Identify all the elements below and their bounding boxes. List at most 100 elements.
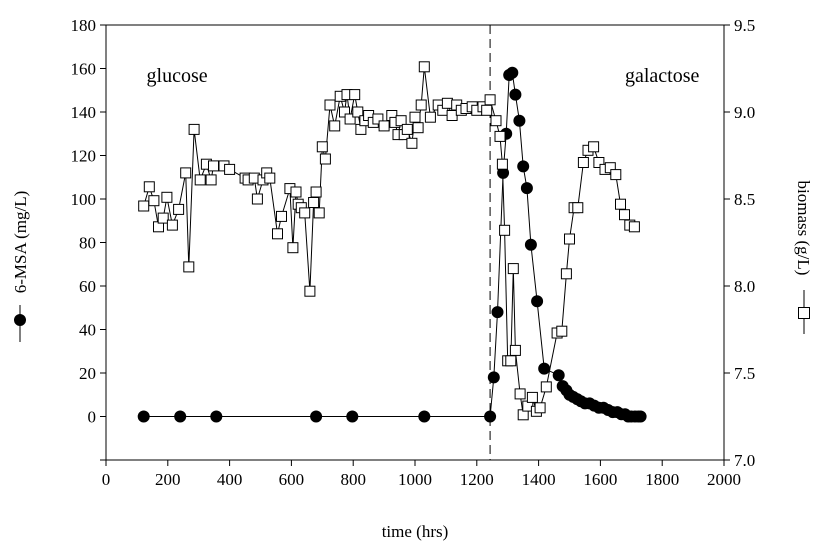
x-tick-label: 200 bbox=[155, 470, 181, 489]
msa-point bbox=[506, 66, 519, 79]
y2-tick-label: 9.5 bbox=[734, 16, 755, 35]
y-tick-label: 180 bbox=[71, 16, 97, 35]
biomass-point bbox=[166, 219, 178, 231]
biomass-point bbox=[329, 120, 341, 132]
biomass-point bbox=[564, 233, 575, 245]
msa-point bbox=[484, 410, 497, 423]
x-tick-label: 800 bbox=[340, 470, 366, 489]
biomass-point bbox=[344, 113, 356, 125]
biomass-point bbox=[409, 111, 421, 123]
biomass-point bbox=[299, 207, 311, 219]
y2-axis-title: biomass (g/L) bbox=[794, 181, 813, 276]
biomass-point bbox=[496, 158, 508, 170]
msa-point bbox=[491, 306, 504, 319]
biomass-point bbox=[138, 200, 150, 212]
biomass-point bbox=[484, 94, 496, 106]
biomass-point bbox=[372, 113, 384, 125]
biomass-point bbox=[490, 115, 502, 127]
biomass-point bbox=[526, 391, 538, 403]
y-axis-legend-marker bbox=[14, 314, 26, 326]
plot-frame bbox=[105, 24, 725, 461]
biomass-point bbox=[173, 203, 185, 215]
biomass-point bbox=[276, 210, 287, 222]
biomass-point bbox=[481, 104, 493, 116]
msa-point bbox=[517, 160, 530, 173]
biomass-point bbox=[424, 111, 436, 123]
biomass-point bbox=[208, 160, 219, 172]
msa-point bbox=[418, 410, 431, 423]
biomass-point bbox=[205, 174, 217, 186]
biomass-point bbox=[324, 99, 336, 111]
y2-tick-label: 7.0 bbox=[734, 451, 755, 470]
biomass-point bbox=[287, 242, 299, 254]
biomass-point bbox=[251, 193, 263, 205]
x-tick-label: 1200 bbox=[460, 470, 494, 489]
biomass-point bbox=[494, 130, 506, 142]
msa-point bbox=[552, 369, 565, 382]
y-tick-label: 20 bbox=[79, 364, 96, 383]
biomass-point bbox=[412, 122, 424, 134]
y-axis-title-group: 6-MSA (mg/L) bbox=[11, 191, 30, 342]
biomass-point bbox=[339, 106, 350, 118]
y-tick-label: 80 bbox=[79, 234, 96, 253]
msa-point bbox=[310, 410, 323, 423]
biomass-point bbox=[194, 174, 206, 186]
y2-tick-label: 8.5 bbox=[734, 190, 755, 209]
msa-point bbox=[538, 362, 551, 375]
biomass-series bbox=[138, 61, 640, 421]
x-axis-title: time (hrs) bbox=[382, 522, 449, 541]
x-tick-label: 2000 bbox=[707, 470, 741, 489]
y2-tick-label: 8.0 bbox=[734, 277, 755, 296]
biomass-point bbox=[505, 355, 517, 367]
biomass-point bbox=[401, 123, 413, 135]
biomass-point bbox=[509, 344, 521, 356]
biomass-point bbox=[272, 228, 283, 240]
y-tick-label: 120 bbox=[71, 147, 97, 166]
biomass-point bbox=[507, 263, 519, 275]
msa-point bbox=[513, 114, 526, 127]
biomass-point bbox=[593, 157, 605, 168]
msa-point bbox=[210, 410, 223, 423]
msa-point bbox=[520, 182, 533, 195]
biomass-point bbox=[446, 110, 458, 121]
biomass-point bbox=[313, 207, 325, 219]
annotation-galactose: galactose bbox=[625, 65, 700, 87]
y-tick-label: 160 bbox=[71, 60, 97, 79]
biomass-point bbox=[514, 388, 526, 400]
x-tick-label: 1400 bbox=[522, 470, 556, 489]
biomass-point bbox=[180, 167, 192, 179]
biomass-point bbox=[148, 195, 160, 207]
y-ticks: 0 20 40 60 80 100 120 140 160 180 bbox=[71, 16, 106, 461]
biomass-point bbox=[577, 157, 589, 168]
x-tick-label: 1800 bbox=[645, 470, 679, 489]
y2-axis-legend-marker bbox=[798, 307, 810, 319]
msa-point bbox=[487, 371, 500, 384]
biomass-point bbox=[556, 325, 568, 337]
biomass-point bbox=[224, 163, 236, 175]
biomass-point bbox=[304, 285, 316, 297]
biomass-point bbox=[572, 202, 584, 214]
biomass-point bbox=[560, 268, 572, 280]
x-tick-label: 1600 bbox=[583, 470, 617, 489]
series-layer bbox=[137, 61, 647, 423]
y-tick-label: 40 bbox=[79, 321, 96, 340]
biomass-point bbox=[161, 191, 173, 203]
biomass-point bbox=[290, 186, 302, 198]
biomass-point bbox=[157, 212, 169, 224]
biomass-point bbox=[441, 97, 453, 109]
biomass-point bbox=[534, 402, 546, 414]
x-tick-label: 600 bbox=[279, 470, 305, 489]
x-tick-label: 1000 bbox=[398, 470, 432, 489]
y2-axis-title-group: biomass (g/L) bbox=[794, 181, 813, 334]
biomass-point bbox=[619, 209, 630, 221]
y2-tick-label: 7.5 bbox=[734, 364, 755, 383]
msa-point bbox=[524, 238, 537, 251]
biomass-point bbox=[188, 123, 200, 135]
msa-point bbox=[137, 410, 150, 423]
y-tick-label: 0 bbox=[88, 408, 97, 427]
y-tick-label: 60 bbox=[79, 277, 96, 296]
msa-point bbox=[346, 410, 359, 423]
biomass-point bbox=[499, 224, 511, 236]
biomass-point bbox=[540, 381, 552, 393]
